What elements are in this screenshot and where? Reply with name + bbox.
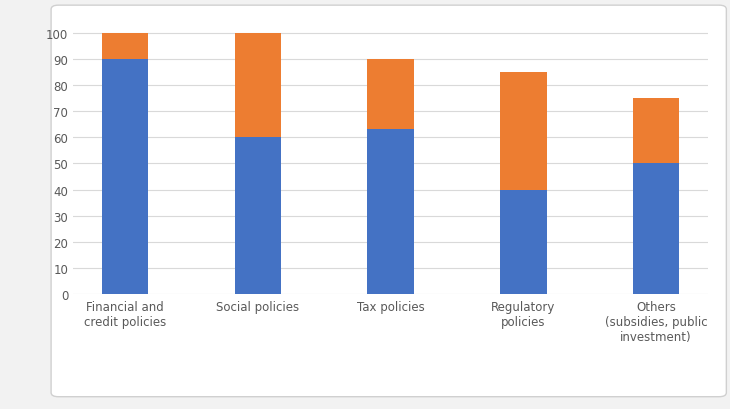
Bar bbox=[102, 34, 148, 60]
Bar bbox=[633, 164, 679, 294]
Bar bbox=[367, 60, 414, 130]
Bar bbox=[500, 190, 547, 294]
Bar bbox=[367, 130, 414, 294]
Bar bbox=[500, 73, 547, 190]
Bar bbox=[633, 99, 679, 164]
Bar bbox=[234, 138, 281, 294]
Bar bbox=[102, 60, 148, 294]
Legend: Implemented, Announced: Implemented, Announced bbox=[280, 405, 501, 409]
Bar bbox=[234, 34, 281, 138]
